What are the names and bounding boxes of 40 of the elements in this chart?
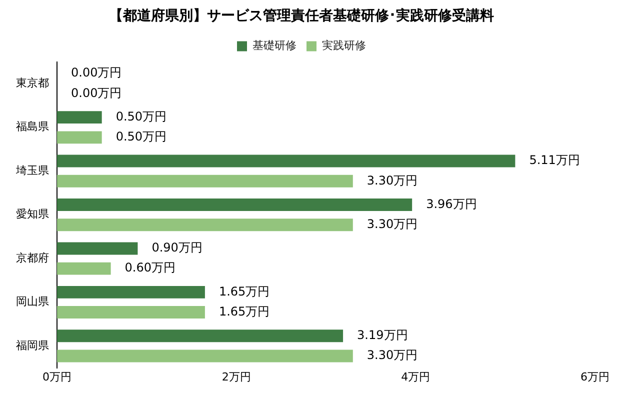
bar — [57, 174, 353, 188]
data-label: 0.90万円 — [152, 240, 202, 255]
y-tick-label: 京都府 — [16, 251, 49, 264]
data-label: 3.30万円 — [366, 348, 418, 362]
data-label: 0.60万円 — [124, 260, 176, 275]
data-label: 1.65万円 — [218, 304, 270, 318]
bar — [57, 350, 353, 362]
data-label: 3.19万円 — [357, 328, 408, 342]
bar — [57, 306, 205, 319]
legend-label: 基礎研修 — [252, 39, 296, 52]
bar — [57, 330, 344, 342]
bar — [57, 262, 111, 275]
bar — [57, 111, 102, 124]
bar — [57, 131, 102, 144]
data-label: 3.30万円 — [366, 216, 418, 231]
data-label: 0.00万円 — [71, 66, 122, 80]
y-tick-label: 東京都 — [16, 76, 49, 90]
x-tick-label: 6万円 — [580, 370, 610, 384]
y-tick-label: 埼玉県 — [15, 164, 49, 177]
y-tick-label: 岡山県 — [16, 295, 49, 308]
data-label: 1.65万円 — [218, 284, 270, 298]
data-label: 0.00万円 — [71, 86, 122, 100]
bar — [57, 154, 516, 168]
data-label: 0.50万円 — [116, 130, 167, 144]
y-tick-label: 福岡県 — [16, 338, 49, 352]
chart-title: 【都道府県別】サービス管理責任者基礎研修･実践研修受講料 — [109, 7, 494, 24]
x-tick-label: 2万円 — [222, 370, 251, 384]
y-tick-label: 愛知県 — [16, 208, 49, 221]
bar — [57, 286, 205, 298]
bar — [57, 218, 353, 232]
x-tick-label: 4万円 — [401, 370, 430, 384]
y-tick-label: 福島県 — [16, 120, 49, 134]
bar — [57, 242, 138, 255]
x-tick-label: 0万円 — [42, 370, 72, 384]
legend-label: 実践研修 — [322, 39, 366, 52]
data-label: 5.11万円 — [529, 153, 580, 168]
data-label: 3.96万円 — [426, 196, 477, 211]
data-label: 0.50万円 — [116, 109, 167, 124]
bar — [57, 198, 412, 211]
data-label: 3.30万円 — [366, 173, 418, 188]
